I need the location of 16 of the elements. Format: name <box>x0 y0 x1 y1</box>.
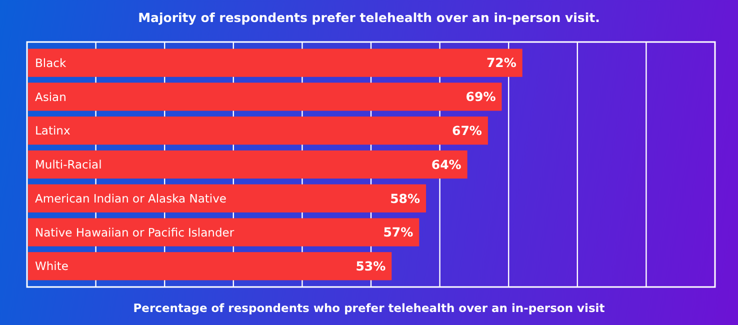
data-label: 69% <box>466 89 496 104</box>
data-label: 57% <box>383 224 414 240</box>
y-tick-label: Native Hawaiian or Pacific Islander <box>35 225 234 240</box>
chart-title: Majority of respondents prefer telehealth over an in-person visit. <box>138 10 600 25</box>
y-tick-label: American Indian or Alaska Native <box>35 191 226 206</box>
y-tick-label: Asian <box>35 90 66 104</box>
data-label: 53% <box>356 258 386 274</box>
data-label: 58% <box>390 190 421 206</box>
data-label: 67% <box>452 122 482 138</box>
y-tick-label: Black <box>35 56 66 70</box>
data-label: 64% <box>431 156 462 172</box>
y-tick-label: Multi-Racial <box>35 158 102 172</box>
y-tick-label: White <box>35 259 68 274</box>
y-tick-label: Latinx <box>35 124 70 138</box>
data-label: 72% <box>486 55 517 70</box>
x-axis-title: Percentage of respondents who prefer telehealth over an in-person visit <box>133 301 606 315</box>
